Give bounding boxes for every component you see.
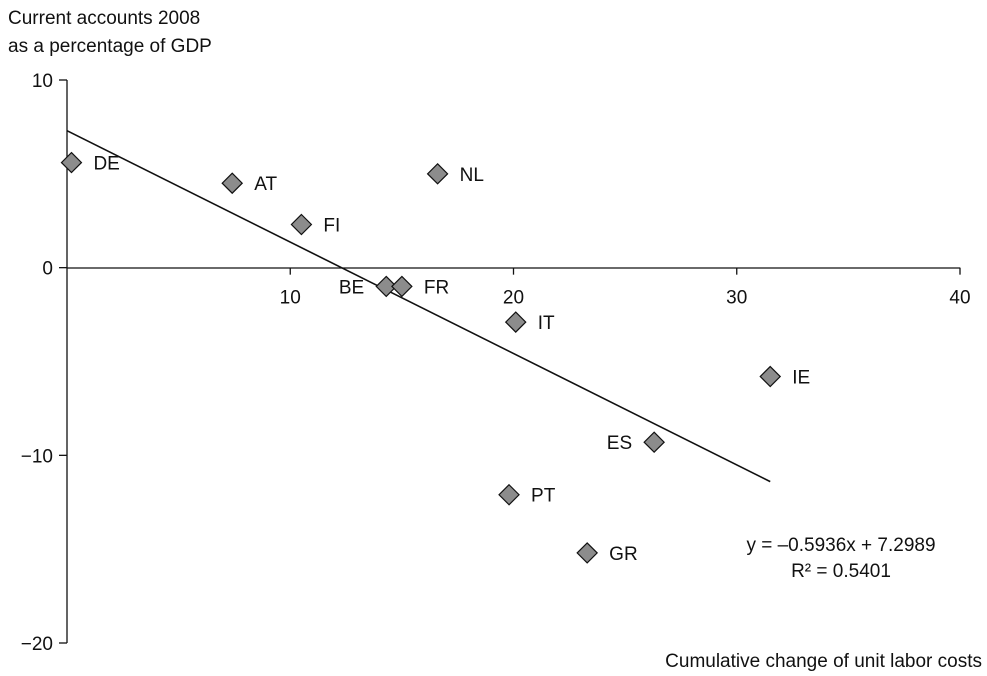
data-label-de: DE xyxy=(93,154,119,175)
data-label-fr: FR xyxy=(424,277,449,298)
data-point-at xyxy=(221,172,244,195)
data-label-at: AT xyxy=(254,174,277,195)
data-label-be: BE xyxy=(339,277,364,298)
data-label-gr: GR xyxy=(609,544,638,565)
data-label-ie: IE xyxy=(792,368,810,389)
data-point-pt xyxy=(498,483,520,506)
trend-equation: y = –0.5936x + 7.2989 xyxy=(746,535,935,556)
data-point-fr xyxy=(391,275,413,298)
data-point-it xyxy=(504,311,527,333)
x-tick-label: 20 xyxy=(503,288,524,309)
trend-line xyxy=(66,129,771,483)
y-tick-label: −10 xyxy=(21,446,53,467)
data-label-nl: NL xyxy=(460,165,484,186)
y-axis-title-line-1: Current accounts 2008 xyxy=(8,8,200,29)
data-point-de xyxy=(60,151,83,174)
x-tick-label: 40 xyxy=(949,288,970,309)
data-label-it: IT xyxy=(538,313,555,334)
y-tick-label: 10 xyxy=(32,71,53,92)
x-axis-title: Cumulative change of unit labor costs xyxy=(665,651,982,672)
data-point-fi xyxy=(290,213,313,236)
y-ticks: 10 0 −10 −20 xyxy=(21,71,67,655)
x-tick-label: 30 xyxy=(726,288,747,309)
data-points: DE AT FI NL BE FR IT IE ES PT GR xyxy=(60,151,810,565)
y-tick-label: 0 xyxy=(42,259,53,280)
y-tick-label: −20 xyxy=(21,634,53,655)
x-ticks: 10 20 30 40 xyxy=(280,267,971,309)
y-axis-title-line-2: as a percentage of GDP xyxy=(8,36,212,57)
data-point-nl xyxy=(426,162,449,185)
data-point-gr xyxy=(576,542,599,564)
trend-r-squared: R² = 0.5401 xyxy=(791,561,891,582)
data-point-be xyxy=(375,275,398,298)
data-label-pt: PT xyxy=(531,486,556,507)
data-label-fi: FI xyxy=(323,216,340,237)
x-tick-label: 10 xyxy=(280,288,301,309)
data-label-es: ES xyxy=(607,433,632,454)
data-point-ie xyxy=(759,365,782,388)
data-point-es xyxy=(643,431,665,454)
